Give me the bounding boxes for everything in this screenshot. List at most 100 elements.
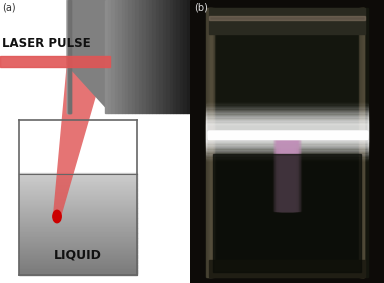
Polygon shape — [53, 67, 104, 216]
Bar — [359, 8, 364, 277]
Bar — [363, 8, 364, 277]
Bar — [205, 104, 369, 159]
Bar — [205, 102, 369, 161]
Bar — [362, 8, 364, 277]
Bar — [19, 190, 137, 192]
Bar — [207, 131, 367, 132]
Bar — [19, 243, 137, 246]
Bar — [19, 180, 137, 183]
Bar — [19, 182, 137, 184]
Bar — [0, 56, 110, 67]
Bar — [67, 0, 70, 113]
Bar — [273, 140, 301, 211]
Bar — [118, 0, 122, 113]
Bar — [279, 140, 295, 211]
Bar — [276, 140, 298, 211]
Bar — [207, 131, 367, 139]
Bar — [19, 235, 137, 238]
Bar — [207, 8, 211, 277]
Bar — [214, 8, 215, 277]
Bar — [19, 267, 137, 269]
Bar — [19, 222, 137, 224]
Bar — [135, 0, 139, 113]
Bar — [205, 116, 369, 147]
Bar — [68, 0, 70, 113]
Bar — [205, 103, 369, 160]
Bar — [68, 0, 70, 113]
Bar — [19, 202, 137, 204]
Bar — [187, 0, 190, 113]
Bar — [163, 0, 166, 113]
Bar — [210, 8, 212, 277]
Bar — [19, 254, 137, 256]
Bar — [68, 0, 71, 113]
Bar — [19, 193, 137, 196]
Bar — [19, 192, 137, 194]
Bar — [19, 173, 137, 176]
Bar — [67, 0, 69, 113]
Bar — [205, 115, 369, 149]
Bar — [19, 239, 137, 241]
Bar — [276, 140, 298, 211]
Bar — [67, 0, 70, 113]
Bar — [207, 131, 367, 137]
Bar — [146, 0, 149, 113]
Bar — [68, 0, 71, 113]
Bar — [207, 131, 367, 139]
Bar — [213, 8, 214, 277]
Bar — [19, 264, 137, 266]
Bar — [132, 0, 135, 113]
Bar — [183, 0, 187, 113]
Text: LIQUID: LIQUID — [54, 248, 102, 261]
Bar — [281, 140, 293, 211]
Bar — [68, 0, 70, 113]
Bar — [207, 8, 211, 277]
Bar — [278, 140, 296, 211]
Bar — [111, 0, 115, 113]
Bar — [19, 259, 137, 261]
Bar — [279, 140, 295, 211]
Bar — [209, 16, 365, 20]
Bar — [205, 123, 369, 141]
Bar — [209, 260, 365, 277]
Bar — [360, 8, 364, 277]
Bar — [19, 200, 137, 203]
Bar — [19, 257, 137, 260]
Bar — [19, 245, 137, 248]
Bar — [19, 242, 137, 244]
Bar — [68, 0, 71, 113]
Bar — [274, 140, 300, 211]
Bar — [19, 265, 137, 268]
Text: (b): (b) — [194, 3, 208, 13]
Bar — [208, 8, 212, 277]
Bar — [19, 262, 137, 264]
Bar — [19, 224, 137, 226]
Bar — [67, 0, 70, 113]
Bar — [68, 0, 71, 113]
Bar — [19, 240, 137, 243]
Bar — [152, 0, 156, 113]
Bar — [68, 0, 70, 113]
Bar — [361, 8, 364, 277]
Bar — [207, 131, 367, 134]
Bar — [205, 107, 369, 156]
Bar — [166, 0, 170, 113]
Bar — [207, 131, 367, 134]
Bar — [205, 113, 369, 150]
Bar — [129, 0, 132, 113]
Bar — [207, 131, 367, 135]
Bar — [19, 215, 137, 218]
Bar — [19, 120, 137, 174]
Text: LASER PULSE: LASER PULSE — [2, 37, 91, 50]
Bar — [207, 131, 367, 138]
Bar — [125, 0, 129, 113]
Bar — [274, 140, 300, 211]
Bar — [19, 208, 137, 211]
Bar — [363, 8, 364, 277]
Bar — [205, 8, 210, 277]
Bar — [205, 120, 369, 143]
Bar — [66, 0, 69, 113]
Bar — [212, 8, 214, 277]
Bar — [205, 121, 369, 142]
Bar — [207, 131, 367, 133]
